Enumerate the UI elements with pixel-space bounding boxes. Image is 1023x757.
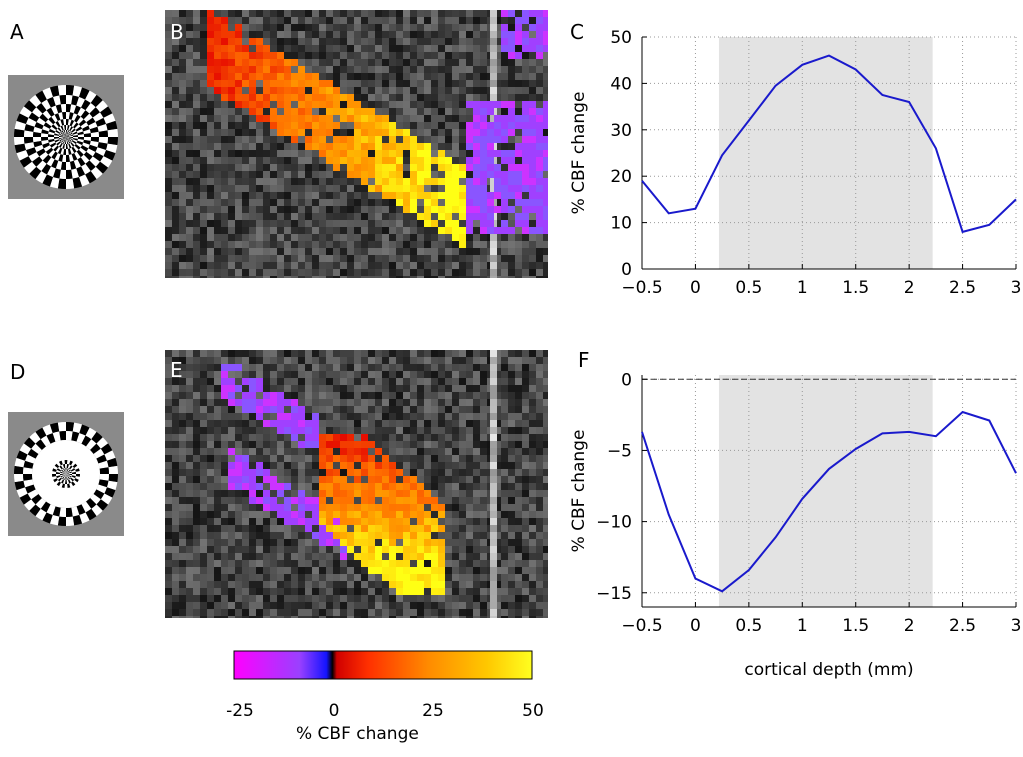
y-tick-label: −10 — [596, 513, 632, 533]
y-tick-label: 0 — [621, 370, 632, 390]
colorbar-tick: 0 — [329, 701, 340, 721]
x-tick-label: 2.5 — [949, 278, 976, 298]
y-tick-label: 10 — [610, 214, 632, 234]
colorbar-tick: 50 — [522, 701, 544, 721]
x-tick-label: 3 — [1011, 616, 1022, 636]
cbf-map-image-b — [165, 10, 548, 278]
x-tick-label: 0 — [690, 616, 701, 636]
colorbar-tick: -25 — [226, 701, 254, 721]
x-axis-label: cortical depth (mm) — [744, 660, 913, 680]
y-axis-label: % CBF change — [570, 430, 589, 553]
y-tick-label: 40 — [610, 74, 632, 94]
x-tick-label: −0.5 — [621, 616, 662, 636]
colorbar-label: % CBF change — [296, 724, 419, 744]
checkerboard-stimulus-ring — [8, 412, 124, 536]
x-tick-label: −0.5 — [621, 278, 662, 298]
y-axis-label: % CBF change — [570, 92, 589, 215]
x-tick-label: 2.5 — [949, 616, 976, 636]
x-tick-label: 1.5 — [842, 616, 869, 636]
chart-f: −0.5 0 0.5 1 1.5 2 2.5 3 −15 −10 −5 0 % CBF change co… — [570, 355, 1023, 685]
shaded-region — [719, 37, 933, 269]
x-tick-label: 1 — [797, 616, 808, 636]
x-tick-label: 2 — [904, 616, 915, 636]
x-tick-label: 0 — [690, 278, 701, 298]
x-tick-label: 2 — [904, 278, 915, 298]
panel-label-d: D — [10, 360, 25, 384]
cbf-map-image-e — [165, 350, 548, 618]
x-tick-label: 0.5 — [735, 278, 762, 298]
shaded-region — [719, 375, 933, 607]
panel-label-e: E — [170, 358, 183, 382]
x-tick-label: 1 — [797, 278, 808, 298]
x-tick-label: 1.5 — [842, 278, 869, 298]
colorbar-tick: 25 — [422, 701, 444, 721]
panel-label-a: A — [10, 20, 24, 44]
colorbar-gradient — [234, 651, 532, 679]
y-tick-label: 0 — [621, 260, 632, 280]
y-tick-label: 50 — [610, 28, 632, 48]
y-tick-label: 30 — [610, 121, 632, 141]
y-tick-label: −15 — [596, 584, 632, 604]
checkerboard-stimulus-full — [8, 75, 124, 199]
y-tick-label: 20 — [610, 167, 632, 187]
y-tick-label: −5 — [607, 441, 632, 461]
x-tick-label: 3 — [1011, 278, 1022, 298]
panel-label-b: B — [170, 20, 184, 44]
x-tick-label: 0.5 — [735, 616, 762, 636]
